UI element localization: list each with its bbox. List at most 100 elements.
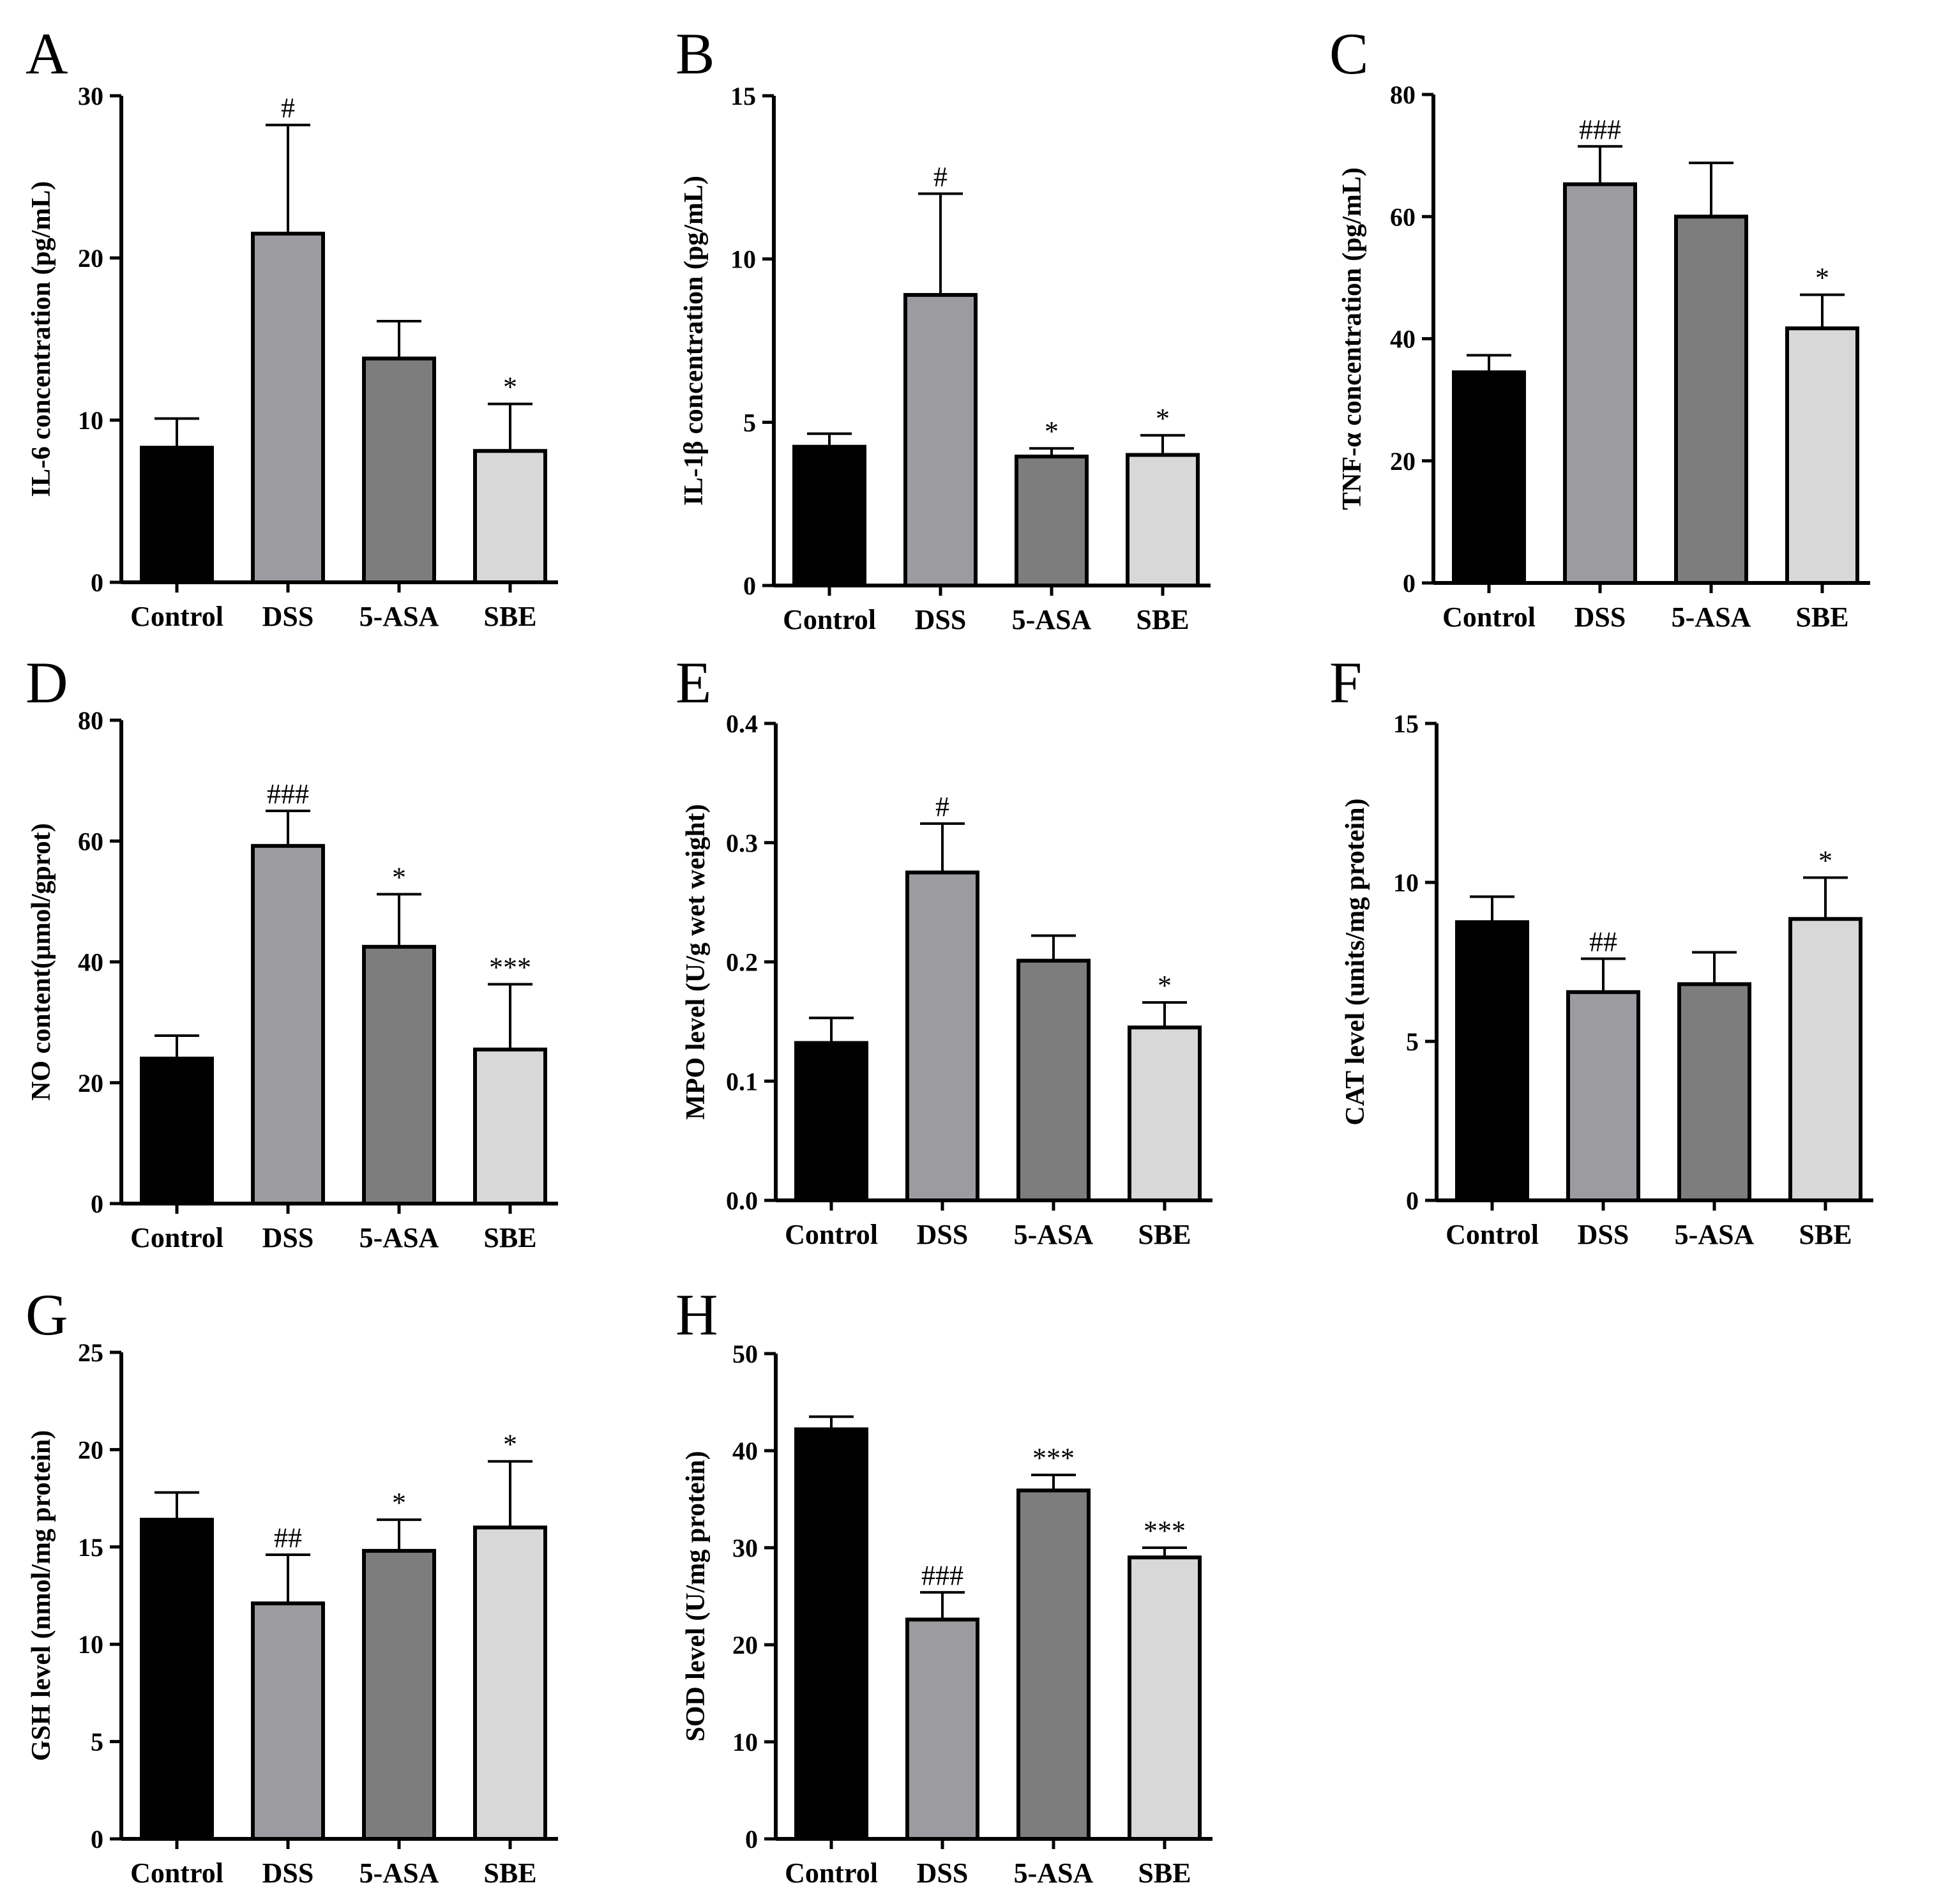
bar-dss xyxy=(903,292,978,587)
category-label: 5-ASA xyxy=(359,1222,439,1253)
panel-letter: C xyxy=(1329,21,1368,86)
y-tick-label: 30 xyxy=(78,82,103,110)
y-tick-label: 10 xyxy=(1393,868,1419,897)
significance-label: * xyxy=(1818,845,1832,877)
category-label: 5-ASA xyxy=(359,601,439,632)
bar-control xyxy=(794,1427,868,1841)
bar-sbe xyxy=(473,449,547,585)
category-label: 5-ASA xyxy=(1014,1219,1094,1250)
category-label: SBE xyxy=(1799,1219,1852,1250)
panel-a: A IL-6 concentration (pg/mL) Control # DSS 5-… xyxy=(26,21,558,632)
category-label: DSS xyxy=(917,1219,969,1250)
y-tick-label: 0 xyxy=(91,1190,103,1218)
y-tick-label: 40 xyxy=(78,948,103,977)
bar-dss xyxy=(251,231,325,584)
category-label: Control xyxy=(785,1857,878,1889)
y-tick-label: 0.1 xyxy=(726,1067,758,1096)
significance-label: ### xyxy=(267,778,309,810)
bar-sbe xyxy=(1128,1025,1202,1203)
y-tick-label: 0.3 xyxy=(726,829,758,858)
panel-c: C TNF-α concentration (pg/mL) Control ### DS… xyxy=(1329,21,1870,633)
significance-label: ## xyxy=(274,1522,302,1553)
significance-label: * xyxy=(392,862,406,893)
y-tick-label: 20 xyxy=(78,1435,103,1464)
category-label: DSS xyxy=(262,601,314,632)
y-tick-label: 10 xyxy=(78,1630,103,1659)
y-axis-title: TNF-α concentration (pg/mL) xyxy=(1338,167,1367,510)
significance-label: # xyxy=(933,161,948,192)
category-label: SBE xyxy=(1136,604,1189,635)
category-label: Control xyxy=(785,1219,878,1250)
y-axis-title: CAT level (units/mg protein) xyxy=(1341,798,1370,1125)
category-label: SBE xyxy=(1795,601,1848,633)
category-label: SBE xyxy=(483,601,536,632)
panel-letter: G xyxy=(26,1282,68,1347)
y-tick-label: 0.2 xyxy=(726,948,758,977)
y-axis-title: GSH level (nmol/mg protein) xyxy=(27,1430,56,1761)
panel-letter: H xyxy=(676,1282,718,1347)
significance-label: ### xyxy=(1579,114,1621,145)
panel-letter: A xyxy=(26,21,68,86)
bar-control xyxy=(140,446,214,584)
bar-control xyxy=(140,1056,214,1206)
y-axis-title: IL-6 concentration (pg/mL) xyxy=(27,181,56,497)
significance-label: ### xyxy=(921,1560,963,1591)
bar-dss xyxy=(1566,990,1640,1203)
bar-control xyxy=(792,444,866,588)
y-axis-title: MPO level (U/g wet weight) xyxy=(681,804,711,1120)
significance-label: * xyxy=(1815,262,1829,294)
y-tick-label: 25 xyxy=(78,1338,103,1367)
bar-sbe xyxy=(1128,1555,1202,1841)
y-tick-label: 0.0 xyxy=(726,1186,758,1215)
y-tick-label: 15 xyxy=(730,82,756,110)
y-axis-title: NO content(μmol/gprot) xyxy=(27,823,56,1101)
bar-dss xyxy=(251,843,325,1205)
bar-sbe xyxy=(1785,326,1859,586)
significance-label: # xyxy=(281,93,295,124)
y-tick-label: 20 xyxy=(732,1631,758,1659)
bar-control xyxy=(1452,370,1526,585)
bar-sbe xyxy=(1126,453,1200,588)
y-tick-label: 80 xyxy=(1390,80,1416,109)
panel-h: H SOD level (U/mg protein) Control ### DSS **… xyxy=(676,1282,1212,1889)
category-label: 5-ASA xyxy=(1012,604,1092,635)
category-label: 5-ASA xyxy=(1672,601,1751,633)
y-tick-label: 50 xyxy=(732,1340,758,1368)
significance-label: * xyxy=(503,372,517,403)
y-tick-label: 20 xyxy=(78,1069,103,1098)
category-label: DSS xyxy=(915,604,967,635)
significance-label: *** xyxy=(1144,1515,1186,1546)
y-tick-label: 5 xyxy=(743,408,756,437)
bar-dss xyxy=(251,1601,325,1841)
y-tick-label: 40 xyxy=(732,1437,758,1465)
bar-5-asa xyxy=(1674,215,1748,585)
bar-5-asa xyxy=(1015,455,1089,587)
y-tick-label: 10 xyxy=(78,406,103,435)
category-label: DSS xyxy=(1575,601,1626,633)
category-label: SBE xyxy=(483,1222,536,1253)
y-tick-label: 0 xyxy=(1403,569,1416,598)
panel-letter: E xyxy=(676,650,711,715)
y-tick-label: 10 xyxy=(730,245,756,274)
y-tick-label: 0 xyxy=(91,1825,103,1854)
panel-letter: D xyxy=(26,650,68,715)
bar-dss xyxy=(905,1617,979,1841)
y-axis-title: SOD level (U/mg protein) xyxy=(681,1451,711,1741)
category-label: Control xyxy=(130,1857,223,1889)
significance-label: * xyxy=(392,1487,406,1518)
y-tick-label: 0 xyxy=(745,1825,758,1854)
significance-label: *** xyxy=(1032,1442,1075,1474)
y-tick-label: 60 xyxy=(78,827,103,856)
y-tick-label: 40 xyxy=(1390,325,1416,354)
panel-b: B IL-1β concentration (pg/mL) Control # DSS *… xyxy=(676,21,1211,635)
category-label: SBE xyxy=(483,1857,536,1889)
category-label: 5-ASA xyxy=(359,1857,439,1889)
y-tick-label: 0 xyxy=(743,571,756,600)
bar-5-asa xyxy=(1016,958,1091,1202)
y-tick-label: 80 xyxy=(78,706,103,735)
significance-label: ## xyxy=(1589,926,1617,958)
category-label: Control xyxy=(1446,1219,1539,1250)
panel-e: E MPO level (U/g wet weight) Control # DSS 5-… xyxy=(676,650,1212,1250)
bar-dss xyxy=(1563,182,1637,586)
